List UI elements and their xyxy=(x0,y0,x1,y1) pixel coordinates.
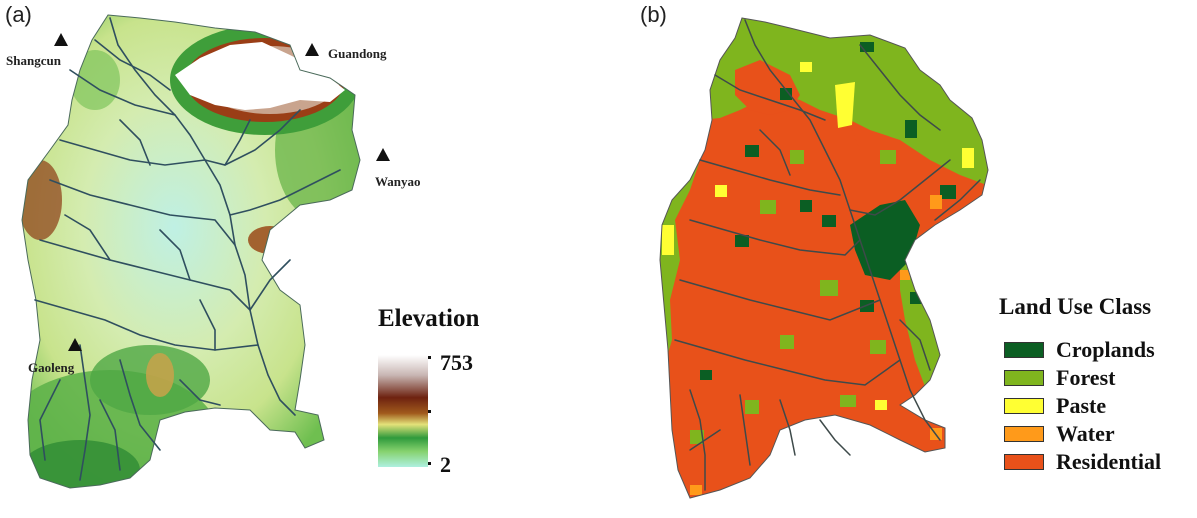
elevation-legend xyxy=(378,355,431,467)
station-marker-icon xyxy=(54,33,68,46)
legend-label-water: Water xyxy=(1056,421,1115,446)
station-label-shangcun: Shangcun xyxy=(6,53,61,68)
elevation-map xyxy=(21,14,361,489)
legend-label-paste: Paste xyxy=(1056,393,1107,418)
station-marker-icon xyxy=(376,148,390,161)
legend-swatch-water xyxy=(1004,426,1044,442)
station-marker-icon xyxy=(305,43,319,56)
legend-label-croplands: Croplands xyxy=(1056,337,1155,362)
station-label-wanyao: Wanyao xyxy=(375,174,421,189)
elevation-min-value: 2 xyxy=(440,452,451,477)
land-use-legend-title: Land Use Class xyxy=(999,294,1152,319)
elevation-max-value: 753 xyxy=(440,350,473,375)
legend-swatch-paste xyxy=(1004,398,1044,414)
panel-a-label: (a) xyxy=(5,2,32,27)
legend-label-residential: Residential xyxy=(1056,449,1162,474)
legend-swatch-residential xyxy=(1004,454,1044,470)
river-network-a xyxy=(34,17,341,481)
legend-item-croplands: Croplands xyxy=(1004,339,1155,361)
legend-item-residential: Residential xyxy=(1004,451,1161,473)
legend-item-paste: Paste xyxy=(1004,395,1106,417)
panel-b-label: (b) xyxy=(640,2,667,27)
river-network-b xyxy=(674,19,981,491)
station-label-gaoleng: Gaoleng xyxy=(28,360,75,375)
legend-item-water: Water xyxy=(1004,423,1115,445)
station-marker-icon xyxy=(68,338,82,351)
legend-swatch-forest xyxy=(1004,370,1044,386)
legend-swatch-croplands xyxy=(1004,342,1044,358)
station-label-guandong: Guandong xyxy=(328,46,387,61)
elevation-legend-title: Elevation xyxy=(378,305,480,332)
legend-label-forest: Forest xyxy=(1056,365,1116,390)
legend-item-forest: Forest xyxy=(1004,367,1115,389)
